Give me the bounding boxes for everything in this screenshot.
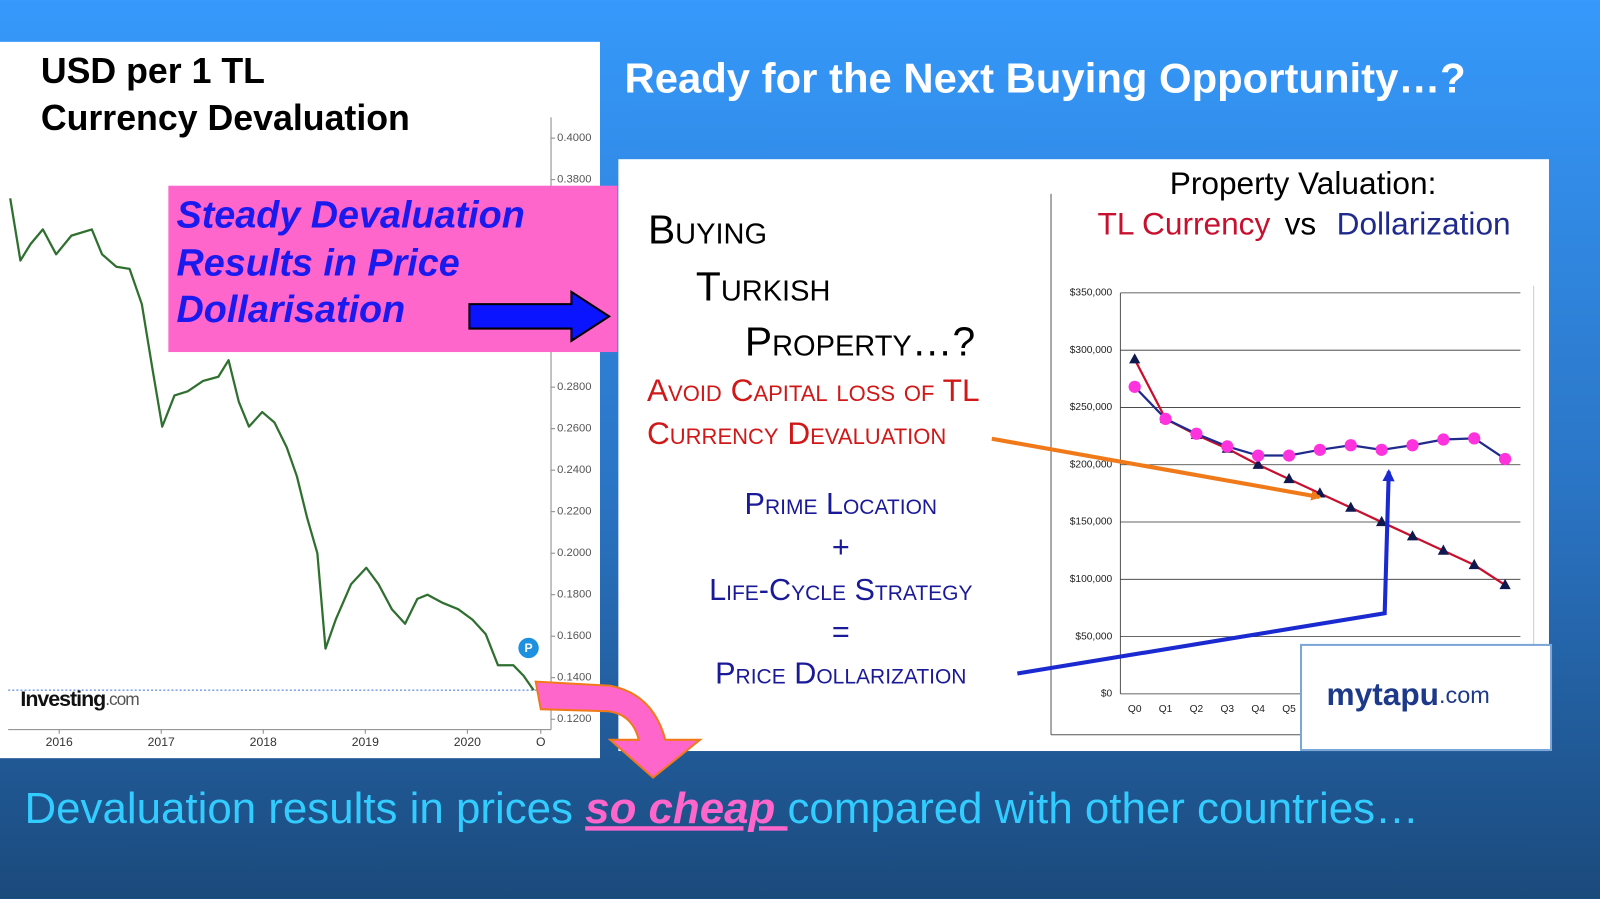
x-tick-label: Q0 xyxy=(1128,704,1142,715)
y-tick-label: $100,000 xyxy=(1070,574,1113,585)
panel-warning: Avoid Capital loss of TL xyxy=(647,372,980,408)
point xyxy=(1406,530,1419,541)
logo-box xyxy=(1300,643,1553,752)
callout-arrow xyxy=(468,289,612,343)
x-tick-label: 2016 xyxy=(46,735,73,749)
y-tick-label: 0.1800 xyxy=(557,589,591,601)
point xyxy=(1406,439,1419,452)
curved-arrow xyxy=(534,680,703,779)
point xyxy=(1252,449,1265,462)
equation-line: + xyxy=(832,530,850,564)
source-watermark: Investing.com xyxy=(20,687,139,711)
equation-line: = xyxy=(832,615,850,649)
y-tick-label: 0.2000 xyxy=(557,547,591,559)
logo-suffix: .com xyxy=(1439,682,1490,708)
y-tick-label: 0.2200 xyxy=(557,506,591,518)
point xyxy=(1344,439,1357,452)
footer: Devaluation results in prices so cheap c… xyxy=(24,784,1418,833)
y-tick-label: $350,000 xyxy=(1070,288,1113,299)
x-tick-label: Q5 xyxy=(1282,704,1296,715)
badge-icon xyxy=(518,637,539,659)
equation-line: Life-Cycle Strategy xyxy=(709,573,972,607)
point xyxy=(1345,501,1357,512)
point xyxy=(1128,380,1141,393)
x-tick-label: 2017 xyxy=(148,735,175,749)
y-tick-label: $250,000 xyxy=(1070,402,1113,413)
point xyxy=(1498,452,1512,466)
footer-text: compared with other countries… xyxy=(788,784,1419,833)
x-tick-label: Q2 xyxy=(1190,704,1204,715)
source-suffix: .com xyxy=(105,689,139,709)
slide-title: Ready for the Next Buying Opportunity…? xyxy=(624,55,1465,102)
chart-title: USD per 1 TL xyxy=(41,51,265,91)
badge-label: P xyxy=(524,641,532,655)
x-tick-label: 2018 xyxy=(250,735,277,749)
logo-name: mytapu xyxy=(1327,676,1439,712)
callout-line: Results in Price xyxy=(177,241,460,283)
point xyxy=(1313,443,1327,456)
chart-title: Property Valuation: xyxy=(1170,165,1437,201)
point xyxy=(1437,433,1450,446)
footer-emphasis: so cheap xyxy=(585,784,787,833)
y-tick-label: $0 xyxy=(1101,689,1113,700)
connector-arrow xyxy=(991,436,1322,501)
callout-line: Dollarisation xyxy=(177,288,406,330)
panel-heading: Buying xyxy=(648,206,767,252)
y-tick-label: 0.2800 xyxy=(557,381,591,393)
legend-entry: TL Currency xyxy=(1098,206,1271,242)
source-brand: Investing xyxy=(20,687,105,711)
point xyxy=(1376,515,1388,527)
chart-legend: TL Currency vs Dollarization xyxy=(1098,206,1511,242)
point xyxy=(1499,578,1511,590)
logo: mytapu.com xyxy=(1327,676,1490,712)
equation-line: Prime Location xyxy=(745,487,938,521)
point xyxy=(1283,472,1295,484)
y-tick-label: 0.1400 xyxy=(557,672,591,684)
y-tick-label: $150,000 xyxy=(1070,517,1113,528)
x-tick-label: Q1 xyxy=(1159,704,1173,715)
point xyxy=(1437,544,1449,555)
connector-arrow xyxy=(1017,468,1395,676)
point xyxy=(1129,353,1141,364)
point xyxy=(1159,412,1172,426)
price-line xyxy=(9,198,535,691)
y-tick-label: 0.2400 xyxy=(557,464,591,476)
x-tick-label: 2019 xyxy=(352,735,379,749)
panel-heading: Property…? xyxy=(745,319,975,365)
y-tick-label: $200,000 xyxy=(1070,459,1113,470)
y-tick-label: 0.4000 xyxy=(557,132,591,144)
legend-entry: Dollarization xyxy=(1337,206,1511,242)
point xyxy=(1190,427,1203,440)
point xyxy=(1468,432,1481,445)
point xyxy=(1282,449,1296,462)
y-tick-label: 0.2600 xyxy=(557,423,591,435)
equation-line: Price Dollarization xyxy=(715,657,966,691)
point xyxy=(1221,440,1234,453)
panel-warning: Currency Devaluation xyxy=(647,415,946,451)
y-tick-label: 0.1600 xyxy=(557,630,591,642)
callout-line: Steady Devaluation xyxy=(177,193,525,235)
x-tick-label: Q3 xyxy=(1220,704,1234,715)
y-tick-label: $300,000 xyxy=(1070,345,1113,356)
y-tick-label: $50,000 xyxy=(1075,631,1112,642)
footer-text: Devaluation results in prices xyxy=(24,784,585,833)
panel-heading: Turkish xyxy=(696,264,830,310)
left-panel xyxy=(0,41,600,759)
x-tick-label: 2020 xyxy=(454,735,481,749)
point xyxy=(1252,458,1264,469)
x-tick-label: O xyxy=(536,735,546,749)
chart-subtitle: Currency Devaluation xyxy=(41,98,410,138)
y-tick-label: 0.3800 xyxy=(557,174,591,186)
y-tick-label: 0.1200 xyxy=(557,713,591,725)
point xyxy=(1375,443,1388,456)
point xyxy=(1468,558,1480,570)
legend-joiner: vs xyxy=(1285,206,1317,242)
x-tick-label: Q4 xyxy=(1251,704,1265,715)
